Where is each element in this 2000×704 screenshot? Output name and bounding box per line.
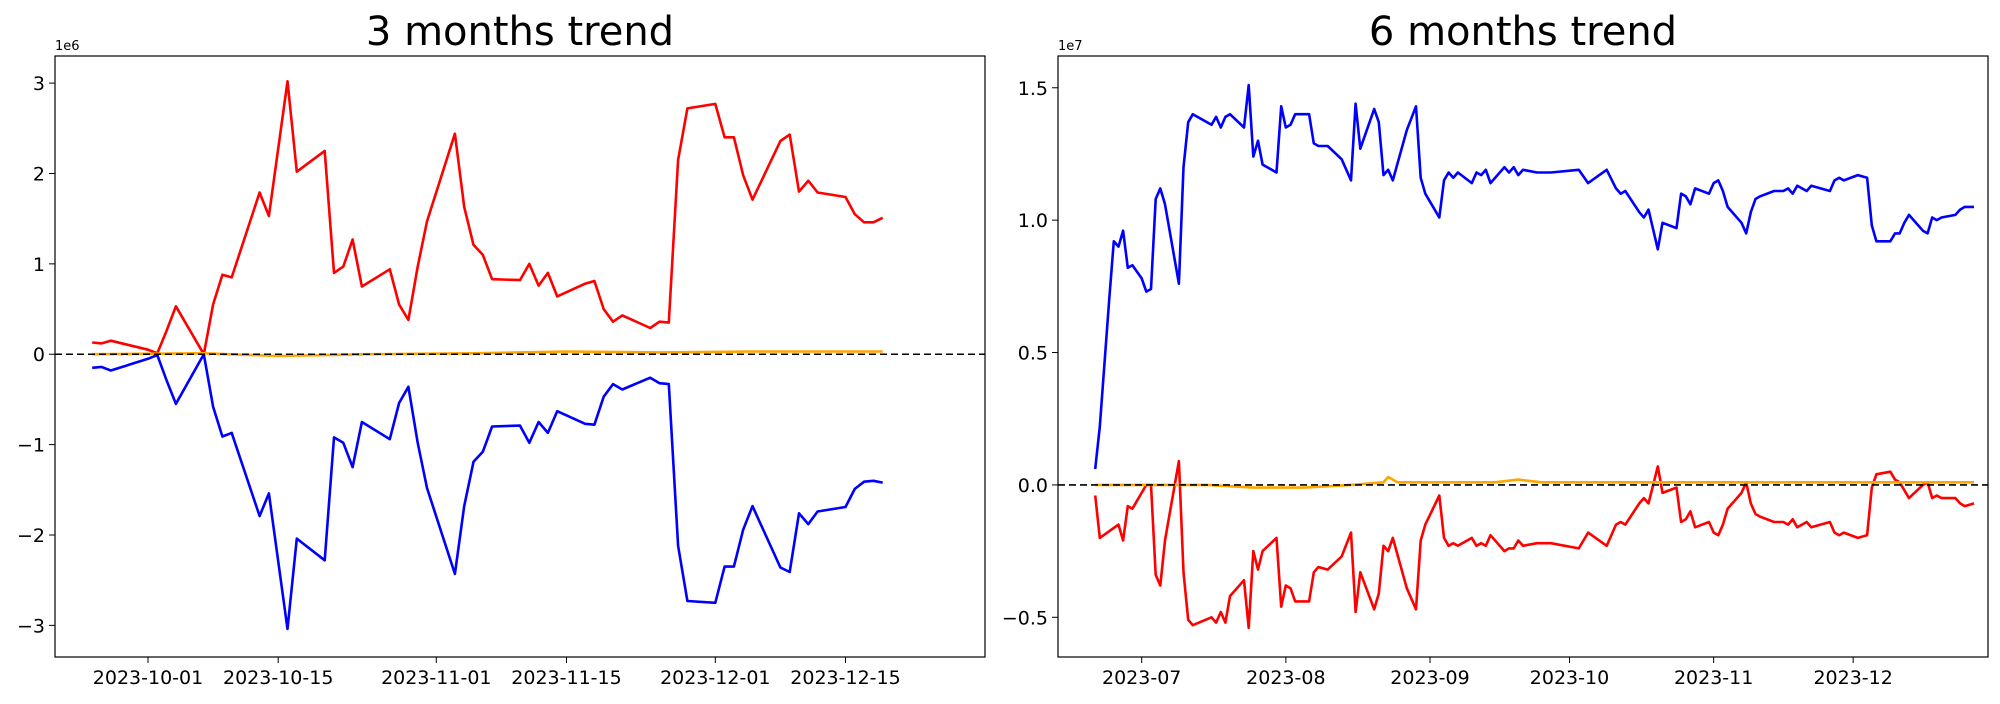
x-tick-label: 2023-10-01 [93,667,203,689]
chart-6-months: 6 months trend 1e7 2023-07 2023-08 2023-09… [1002,9,1989,689]
axes-frame [1057,55,1989,658]
y-tick-label: 1.5 [1018,78,1048,100]
x-tick-label: 2023-11-01 [381,667,491,689]
series-line-0 [1093,83,1974,470]
y-tick-label: 0 [33,344,45,366]
series-line-0 [92,80,884,356]
y-tick-label: −0.5 [1002,607,1048,629]
x-tick-label: 2023-11-15 [511,667,621,689]
y-tick-label: 1 [33,254,45,276]
y-offset-label: 1e6 [55,39,80,54]
x-tick-label: 2023-08 [1246,667,1325,689]
y-tick-label: −1 [17,435,45,457]
x-tick-label: 2023-07 [1102,667,1181,689]
series-line-1 [1093,459,1975,630]
x-tick-label: 2023-12-01 [660,667,770,689]
chart-3-months: 3 months trend 1e6 2023-10-01 2023-10-15 2… [17,9,986,689]
plot-area: 2023-10-01 2023-10-15 2023-11-01 2023-11-15… [17,73,985,689]
y-tick-label: −3 [17,615,45,637]
x-tick-label: 2023-09 [1390,667,1469,689]
x-tick-label: 2023-10 [1530,667,1609,689]
series-line-1 [92,352,883,631]
y-tick-label: −2 [17,525,45,547]
x-tick-label: 2023-10-15 [223,667,333,689]
y-offset-label: 1e7 [1058,39,1083,54]
axes-frame [54,55,986,658]
x-tick-label: 2023-11 [1674,667,1753,689]
y-tick-label: 1.0 [1018,210,1048,232]
y-tick-label: 3 [33,73,45,95]
plot-area: 2023-07 2023-08 2023-09 2023-10 2023-11 2023-… [1002,78,1988,689]
y-tick-label: 2 [33,163,45,185]
x-tick-label: 2023-12 [1813,667,1892,689]
chart-title: 6 months trend [1369,9,1677,55]
series-line-2 [92,350,883,358]
series-line-2 [1095,475,1974,489]
chart-title: 3 months trend [366,9,674,55]
x-tick-label: 2023-12-15 [790,667,900,689]
y-tick-label: 0.0 [1018,475,1048,497]
y-tick-label: 0.5 [1018,343,1048,365]
